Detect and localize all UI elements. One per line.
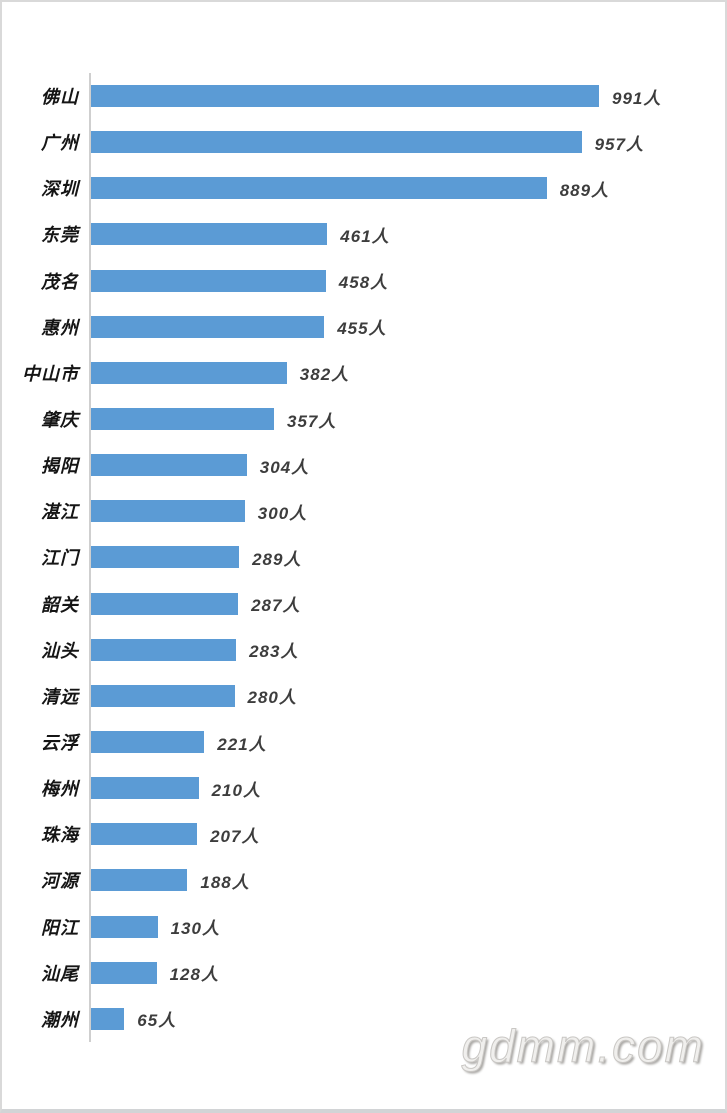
bar: [91, 361, 287, 384]
category-label: 肇庆: [41, 410, 79, 431]
category-label: 汕尾: [41, 963, 79, 984]
bar: [91, 315, 325, 338]
category-label: 揭阳: [41, 456, 79, 477]
value-label: 304人: [259, 457, 310, 477]
category-label: 广州: [41, 133, 79, 154]
bar: [91, 454, 247, 477]
category-label: 湛江: [41, 502, 79, 523]
value-label: 991人: [612, 88, 662, 108]
chart-row: 潮州 65人: [2, 996, 725, 1042]
bar: [91, 131, 582, 154]
category-label: 汕头: [41, 640, 79, 661]
chart-row: 深圳 889人: [2, 165, 725, 211]
value-label: 65人: [137, 1011, 177, 1031]
value-label: 130人: [170, 919, 220, 939]
value-label: 289人: [252, 549, 302, 569]
category-label: 梅州: [41, 779, 79, 800]
bar: [91, 269, 326, 292]
chart-row: 广州 957人: [2, 119, 725, 165]
bar: [91, 638, 237, 661]
y-axis-line: [89, 73, 91, 1042]
category-label: 潮州: [41, 1009, 79, 1030]
category-label: 东莞: [41, 225, 79, 246]
chart-row: 江门 289人: [2, 534, 725, 580]
chart-row: 阳江 130人: [2, 904, 725, 950]
chart-row: 汕尾 128人: [2, 950, 725, 996]
chart-row: 河源 188人: [2, 857, 725, 903]
bar: [91, 731, 205, 754]
category-label: 惠州: [41, 317, 79, 338]
bar: [91, 869, 188, 892]
value-label: 461人: [340, 226, 390, 246]
category-label: 阳江: [41, 917, 79, 938]
chart-row: 东莞 461人: [2, 211, 725, 257]
category-label: 佛山: [41, 87, 79, 108]
bar: [91, 85, 599, 108]
value-label: 300人: [257, 503, 308, 523]
value-label: 221人: [217, 734, 267, 754]
watermark-text: gdmm.com: [461, 1020, 705, 1073]
chart-rows: 佛山 991人广州 957人深圳 889人东莞 461人茂名 458人惠州 455人中山市 3…: [2, 73, 725, 1042]
category-label: 河源: [41, 871, 79, 892]
value-label: 889人: [559, 180, 610, 200]
chart-row: 茂名 458人: [2, 258, 725, 304]
chart-row: 湛江 300人: [2, 488, 725, 534]
value-label: 287人: [251, 596, 301, 616]
category-label: 江门: [41, 548, 79, 569]
value-label: 382人: [299, 365, 350, 385]
bar: [91, 500, 245, 523]
value-label: 283人: [249, 642, 299, 662]
value-label: 188人: [200, 872, 250, 892]
chart-row: 汕头 283人: [2, 627, 725, 673]
value-label: 207人: [210, 826, 260, 846]
bar: [91, 177, 547, 200]
chart-row: 揭阳 304人: [2, 442, 725, 488]
chart-row: 中山市 382人: [2, 350, 725, 396]
bar: [91, 915, 158, 938]
bar: [91, 223, 328, 246]
chart-row: 韶关 287人: [2, 581, 725, 627]
chart-row: 云浮 221人: [2, 719, 725, 765]
bar: [91, 592, 239, 615]
chart-row: 佛山 991人: [2, 73, 725, 119]
bar: [91, 408, 274, 431]
chart-row: 惠州 455人: [2, 304, 725, 350]
category-label: 珠海: [41, 825, 79, 846]
chart-row: 珠海 207人: [2, 811, 725, 857]
value-label: 210人: [211, 780, 261, 800]
category-label: 韶关: [41, 594, 79, 615]
chart-row: 肇庆 357人: [2, 396, 725, 442]
category-label: 中山市: [22, 363, 79, 384]
bar: [91, 1007, 125, 1030]
value-label: 957人: [594, 134, 644, 154]
bar: [91, 823, 198, 846]
category-label: 深圳: [41, 179, 79, 200]
value-label: 458人: [338, 273, 389, 293]
category-label: 茂名: [41, 271, 79, 292]
value-label: 357人: [287, 411, 337, 431]
value-label: 280人: [247, 688, 297, 708]
chart-row: 清远 280人: [2, 673, 725, 719]
chart-row: 梅州 210人: [2, 765, 725, 811]
category-label: 云浮: [41, 733, 79, 754]
bar: [91, 777, 199, 800]
bar: [91, 684, 235, 707]
bar: [91, 961, 157, 984]
bar: [91, 546, 240, 569]
value-label: 128人: [169, 965, 219, 985]
value-label: 455人: [337, 319, 387, 339]
category-label: 清远: [41, 686, 79, 707]
